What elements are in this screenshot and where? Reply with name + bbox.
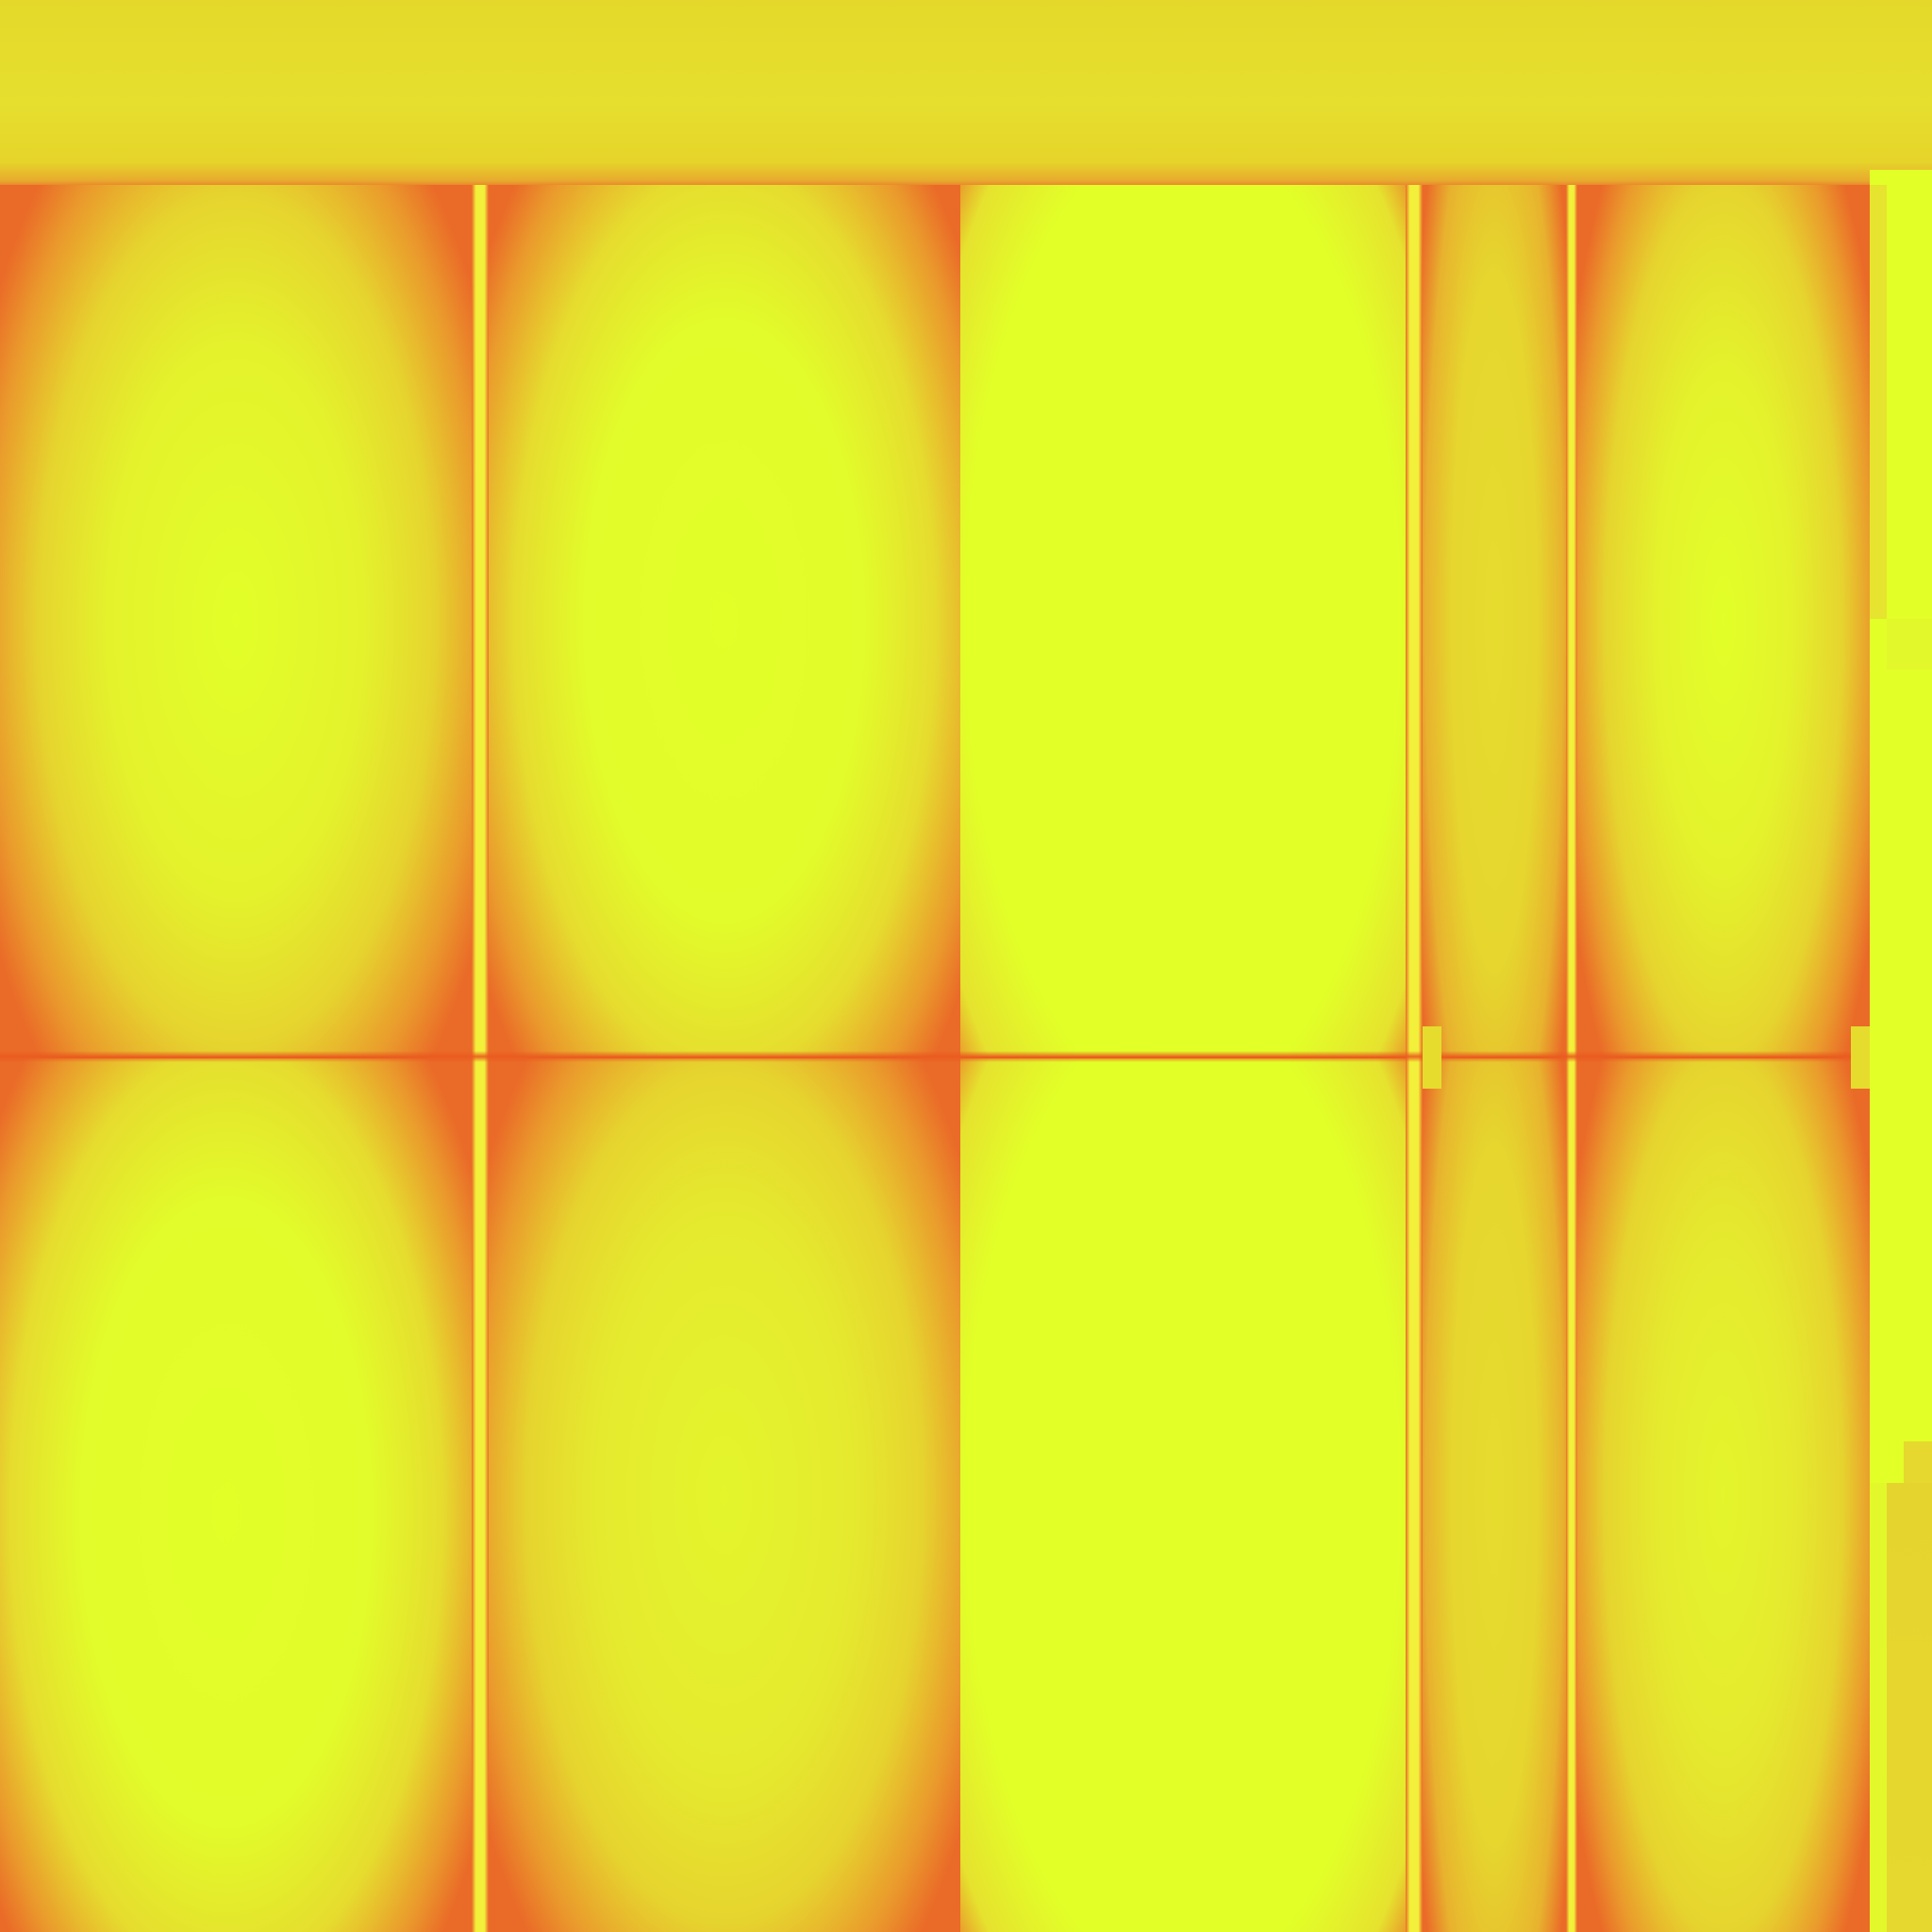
panel-5-lower <box>1577 1058 1870 1932</box>
panel-3-upper <box>960 185 1406 1057</box>
panel-glow <box>1423 185 1566 1057</box>
panel-glow <box>0 1058 472 1932</box>
panel-glow <box>1577 1058 1870 1932</box>
panel-5-upper <box>1577 185 1870 1057</box>
panel-glow <box>960 1058 1406 1932</box>
right-strip-shade <box>1887 1483 1932 1932</box>
panel-glow <box>489 1058 960 1932</box>
panel-2-upper <box>489 185 960 1057</box>
right-strip-shade <box>1904 1441 1932 1483</box>
panel-glow <box>1423 1058 1566 1932</box>
panel-1-upper <box>0 185 472 1057</box>
panel-3-lower <box>960 1058 1406 1932</box>
panel-column-5 <box>1577 185 1870 1932</box>
panel-glow <box>1577 185 1870 1057</box>
panel-glow <box>489 185 960 1057</box>
panel-column-4 <box>1423 185 1566 1932</box>
panel-1-lower <box>0 1058 472 1932</box>
seam-notch <box>1423 1026 1441 1089</box>
right-strip-shade <box>1887 619 1932 670</box>
row-seam <box>0 1051 1875 1062</box>
panel-glow <box>0 185 472 1057</box>
right-strip-shade <box>1870 1483 1887 1932</box>
panel-2-lower <box>489 1058 960 1932</box>
panel-4-lower <box>1423 1058 1566 1932</box>
top-band <box>0 0 1932 189</box>
right-strip-shade <box>1870 185 1887 619</box>
panel-4-upper <box>1423 185 1566 1057</box>
panel-glow <box>960 185 1406 1057</box>
seam-notch <box>1851 1026 1872 1089</box>
